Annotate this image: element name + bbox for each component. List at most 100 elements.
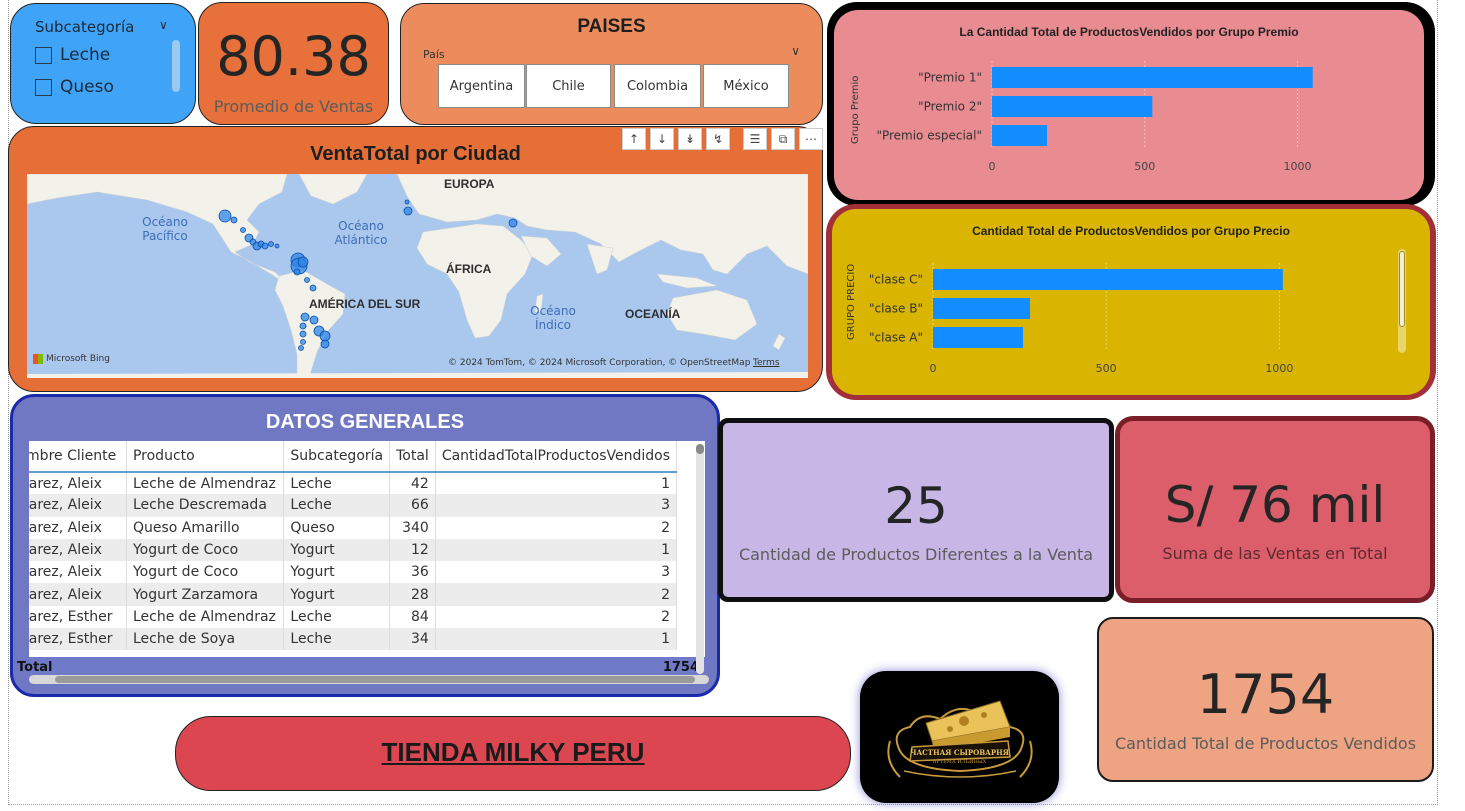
city-bubbles	[218, 199, 518, 351]
column-header-total[interactable]: Total	[389, 441, 436, 473]
table-cell: Leche de Almendraz	[126, 605, 285, 629]
table-horizontal-scrollbar[interactable]	[29, 675, 709, 684]
kpi-productos-diferentes: 25 Cantidad de Productos Diferentes a la…	[718, 418, 1114, 602]
map-label-america-sur: AMÉRICA DEL SUR	[309, 297, 421, 311]
table-cell: 42	[389, 472, 436, 495]
table-cell: 66	[389, 494, 436, 517]
chevron-down-icon[interactable]: ∨	[791, 44, 800, 58]
slicer-title: Subcategoría	[35, 18, 135, 36]
datos-generales-table-card: DATOS GENERALES Nombre Cliente Producto …	[10, 394, 720, 697]
table-cell: 34	[389, 628, 436, 651]
map-land	[27, 174, 808, 378]
column-header-nombre[interactable]: Nombre Cliente	[29, 441, 127, 473]
kpi-value: S/ 76 mil	[1164, 476, 1386, 534]
map-ocean-indico: Océano Índico	[530, 304, 576, 332]
table-cell: 3	[435, 561, 678, 584]
pais-option-colombia[interactable]: Colombia	[614, 64, 701, 108]
table-cell: Leche de Almendraz	[126, 472, 285, 495]
pais-option-argentina[interactable]: Argentina	[438, 64, 525, 108]
kpi-value: 80.38	[216, 25, 371, 88]
table-total-row: Total 1754	[17, 657, 705, 679]
map-label-europa: EUROPA	[444, 177, 495, 191]
bar[interactable]	[992, 96, 1153, 117]
map-label-oceania: OCEANÍA	[625, 307, 681, 321]
slicer-scrollbar[interactable]	[172, 40, 180, 92]
slicer-item-label: Leche	[60, 45, 111, 65]
visual-toolbar: ↑ ↓ ↡ ↯	[622, 128, 730, 150]
filter-icon[interactable]: ☰	[743, 128, 767, 150]
table-cell: Álvarez, Esther	[29, 628, 127, 651]
logo-text-line1: ЧАСТНАЯ СЫРОВАРНЯ	[910, 748, 1009, 757]
x-tick-label: 500	[1134, 160, 1155, 173]
table-cell: 1	[435, 538, 678, 562]
expand-hierarchy-icon[interactable]: ↯	[706, 128, 730, 150]
column-header-producto[interactable]: Producto	[126, 441, 285, 473]
subcategoria-slicer[interactable]: Subcategoría ∨ Leche Queso	[10, 3, 196, 124]
cheese-logo-icon	[887, 700, 1033, 778]
table-cell: Yogurt Zarzamora	[126, 583, 285, 606]
kpi-suma-ventas: S/ 76 mil Suma de las Ventas en Total	[1115, 416, 1435, 603]
table-cell: Leche Descremada	[126, 494, 285, 517]
bar[interactable]	[992, 125, 1047, 146]
bar[interactable]	[933, 269, 1283, 290]
table-cell: 1	[435, 628, 678, 651]
table-cell: Leche	[283, 472, 391, 495]
bing-logo: Microsoft Bing	[33, 354, 110, 364]
focus-mode-icon[interactable]: ⧉	[771, 128, 795, 150]
premio-chart-panel: La Cantidad Total de ProductosVendidos p…	[834, 10, 1424, 200]
pais-option-mexico[interactable]: México	[703, 64, 789, 108]
slicer-item-queso[interactable]: Queso	[35, 77, 114, 97]
kpi-label: Promedio de Ventas	[213, 97, 374, 116]
chevron-down-icon[interactable]: ∨	[159, 18, 168, 32]
arrow-up-icon[interactable]: ↑	[622, 128, 646, 150]
table-cell: Álvarez, Aleix	[29, 494, 127, 517]
checkbox-icon[interactable]	[35, 78, 52, 96]
table-vertical-scrollbar[interactable]	[696, 444, 704, 674]
table-cell: Queso	[283, 516, 391, 539]
datos-table: Nombre Cliente Producto Subcategoría Tot…	[29, 441, 678, 651]
kpi-label: Suma de las Ventas en Total	[1162, 544, 1388, 563]
table-cell: Álvarez, Aleix	[29, 538, 127, 562]
scrollbar-thumb[interactable]	[55, 676, 695, 683]
kpi-label: Cantidad de Productos Diferentes a la Ve…	[738, 545, 1094, 564]
slicer-item-leche[interactable]: Leche	[35, 45, 110, 65]
bar[interactable]	[933, 327, 1024, 348]
category-label: "Premio 2"	[918, 100, 982, 114]
scrollbar-thumb[interactable]	[696, 444, 704, 454]
table-cell: Leche	[283, 605, 391, 629]
tienda-banner: TIENDA MILKY PERU	[175, 716, 851, 791]
table-cell: Álvarez, Aleix	[29, 472, 127, 495]
checkbox-icon[interactable]	[35, 46, 52, 64]
chart-scrollbar-thumb[interactable]	[1399, 251, 1405, 327]
map-copyright[interactable]: © 2024 TomTom, © 2024 Microsoft Corporat…	[448, 358, 751, 368]
table-cell: Leche	[283, 628, 391, 651]
precio-bar-chart[interactable]: 0 500 1000 "clase C" "clase B" "clase A"	[832, 209, 1430, 395]
x-tick-label: 500	[1096, 362, 1117, 375]
premio-bar-chart[interactable]: 0 500 1000 "Premio 1" "Premio 2" "Premio espe…	[834, 10, 1424, 200]
bar[interactable]	[933, 298, 1030, 319]
pais-option-chile[interactable]: Chile	[526, 64, 611, 108]
precio-chart-panel: Cantidad Total de ProductosVendidos por …	[832, 209, 1430, 395]
x-tick-label: 1000	[1283, 160, 1311, 173]
column-header-subcategoria[interactable]: Subcategoría	[283, 441, 391, 473]
chart-scrollbar[interactable]	[1398, 249, 1406, 353]
paises-title: PAISES	[577, 16, 646, 37]
bar[interactable]	[992, 67, 1313, 88]
more-options-icon[interactable]: ⋯	[799, 128, 823, 150]
arrow-down-icon[interactable]: ↓	[650, 128, 674, 150]
world-map[interactable]: EUROPA ÁFRICA AMÉRICA DEL SUR OCEANÍA Oc…	[27, 174, 808, 378]
table-cell: 28	[389, 583, 436, 606]
map-terms-link[interactable]: Terms	[753, 358, 780, 368]
table-viewport[interactable]: Nombre Cliente Producto Subcategoría Tot…	[29, 441, 705, 659]
column-header-cantidad[interactable]: CantidadTotalProductosVendidos	[435, 441, 678, 473]
category-label: "Premio 1"	[918, 71, 982, 85]
double-arrow-down-icon[interactable]: ↡	[678, 128, 702, 150]
